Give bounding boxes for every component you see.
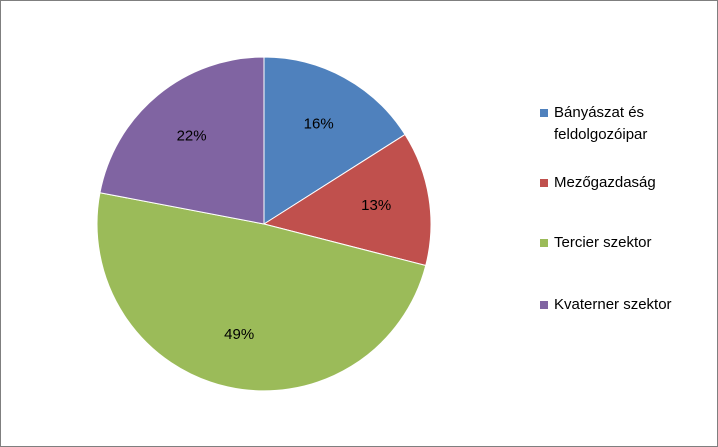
- legend-label: Tercier szektor: [554, 234, 652, 251]
- legend-swatch: [540, 239, 548, 247]
- pie-data-labels: 16% 13% 49% 22%: [177, 115, 392, 342]
- legend-label: Bányászat és feldolgozóipar: [554, 104, 648, 143]
- pie-slices: [96, 56, 432, 392]
- legend-swatch: [540, 109, 548, 117]
- legend-swatch: [540, 179, 548, 187]
- legend-swatch: [540, 301, 548, 309]
- slice-tercier: [96, 192, 427, 392]
- slice-kvaterner: [99, 56, 265, 225]
- label-tercier: 49%: [224, 326, 254, 343]
- label-mezogazdasag: 13%: [361, 197, 391, 214]
- slice-mezogazdasag: [262, 133, 432, 267]
- legend-label: Kvaterner szektor: [554, 296, 672, 313]
- legend-label: Mezőgazdaság: [554, 174, 656, 191]
- label-kvaterner: 22%: [177, 127, 207, 144]
- label-banyaszat: 16%: [304, 115, 334, 132]
- slice-banyaszat: [263, 56, 406, 225]
